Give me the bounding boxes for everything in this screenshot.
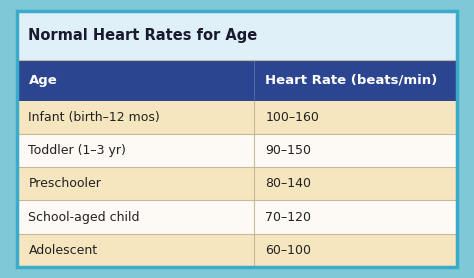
Text: 90–150: 90–150 [265, 144, 311, 157]
Text: School-aged child: School-aged child [28, 211, 140, 224]
Text: 80–140: 80–140 [265, 177, 311, 190]
Text: Heart Rate (beats/min): Heart Rate (beats/min) [265, 74, 438, 87]
FancyBboxPatch shape [17, 167, 457, 200]
FancyBboxPatch shape [17, 60, 457, 101]
Text: 70–120: 70–120 [265, 211, 311, 224]
FancyBboxPatch shape [17, 134, 457, 167]
Text: 100–160: 100–160 [265, 111, 319, 124]
Text: Preschooler: Preschooler [28, 177, 101, 190]
Text: Normal Heart Rates for Age: Normal Heart Rates for Age [28, 28, 258, 43]
Text: Age: Age [28, 74, 57, 87]
FancyBboxPatch shape [17, 200, 457, 234]
Text: Toddler (1–3 yr): Toddler (1–3 yr) [28, 144, 126, 157]
Text: Adolescent: Adolescent [28, 244, 98, 257]
FancyBboxPatch shape [17, 11, 457, 267]
Text: 60–100: 60–100 [265, 244, 311, 257]
FancyBboxPatch shape [17, 234, 457, 267]
FancyBboxPatch shape [17, 101, 457, 134]
Text: Infant (birth–12 mos): Infant (birth–12 mos) [28, 111, 160, 124]
